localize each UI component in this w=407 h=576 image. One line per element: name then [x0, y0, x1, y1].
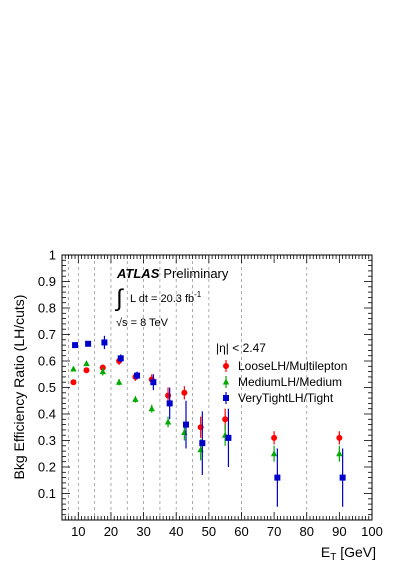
x-tick-label: 100 [361, 524, 383, 539]
atlas-label: ATLAS Preliminary [116, 266, 229, 281]
data-point [199, 440, 206, 447]
eta-cut-label: |η| < 2.47 [216, 341, 266, 355]
x-tick-label: 40 [169, 524, 183, 539]
data-point [183, 421, 189, 428]
data-points [70, 335, 346, 507]
data-point [83, 360, 90, 367]
data-point [274, 474, 281, 481]
data-point [197, 446, 204, 453]
data-point [134, 372, 141, 379]
legend-marker [223, 395, 229, 401]
data-point [99, 368, 106, 375]
integral-sign: ∫ [114, 285, 124, 312]
y-tick-label: 0.9 [38, 274, 56, 289]
x-tick-label: 60 [234, 524, 248, 539]
data-point [181, 429, 188, 436]
data-point [85, 340, 92, 347]
legend-label: LooseLH/Multilepton [238, 359, 347, 373]
y-tick-label: 0.3 [38, 433, 56, 448]
data-point [101, 339, 108, 346]
data-point [270, 450, 278, 457]
luminosity-label: L dt = 20.3 fb-1 [130, 290, 202, 305]
y-tick-label: 0.4 [38, 407, 56, 422]
x-tick-label: 90 [332, 524, 346, 539]
y-tick-label: 1 [49, 248, 56, 263]
x-axis-label: ET [GeV] [321, 544, 376, 563]
x-tick-label: 80 [300, 524, 314, 539]
y-tick-label: 0.7 [38, 327, 56, 342]
data-point [70, 365, 77, 372]
x-tick-label: 30 [136, 524, 150, 539]
data-point [181, 389, 188, 396]
data-point [164, 418, 172, 425]
data-point [72, 342, 79, 349]
y-axis-label: Bkg Efficiency Ratio (LH/cuts) [11, 295, 27, 480]
energy-label: √s = 8 TeV [116, 317, 169, 329]
data-point [339, 474, 346, 481]
legend-label: MediumLH/Medium [238, 375, 342, 389]
y-tick-label: 0.8 [38, 301, 56, 316]
y-tick-label: 0.6 [38, 354, 56, 369]
legend-marker [222, 378, 230, 385]
y-tick-label: 0.2 [38, 460, 56, 475]
axes: 10 20 30 40 50 60 70 80 90 100 0.1 0.2 0.3 0.4 0.5 0.6 0… [38, 248, 383, 540]
data-point [336, 450, 343, 457]
bin-boundaries [68, 255, 308, 520]
legend-marker [223, 363, 229, 369]
data-point [148, 405, 155, 412]
y-tick-label: 0.1 [38, 486, 56, 501]
data-point [166, 400, 173, 407]
data-point [117, 355, 124, 362]
data-point [150, 379, 157, 386]
y-tick-label: 0.5 [38, 380, 56, 395]
data-point [271, 434, 278, 441]
data-point [83, 367, 90, 374]
data-point [336, 434, 343, 441]
x-tick-label: 70 [267, 524, 281, 539]
x-tick-label: 10 [71, 524, 85, 539]
legend-label: VeryTightLH/Tight [238, 391, 334, 405]
data-point [115, 378, 123, 385]
x-tick-label: 50 [202, 524, 216, 539]
legend: LooseLH/Multilepton MediumLH/Medium VeryTi… [222, 359, 347, 405]
x-tick-label: 20 [104, 524, 118, 539]
data-point [222, 416, 229, 423]
data-point [70, 379, 77, 386]
data-point [225, 434, 232, 441]
data-point [132, 395, 139, 402]
